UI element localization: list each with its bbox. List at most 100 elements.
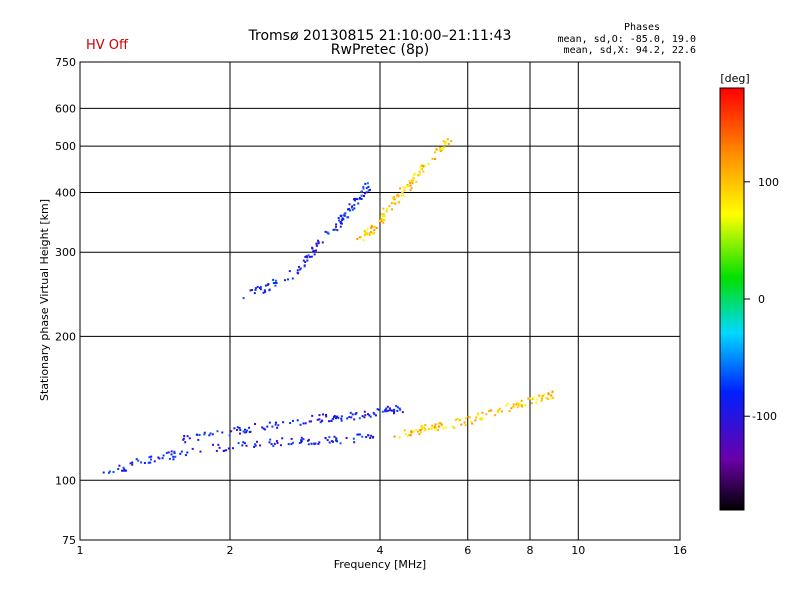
data-point xyxy=(203,431,206,434)
data-point xyxy=(450,140,453,143)
data-point xyxy=(385,210,388,213)
data-point xyxy=(254,443,257,446)
data-point xyxy=(241,444,244,447)
data-point xyxy=(412,177,415,180)
data-point xyxy=(393,408,396,411)
x-tick-label: 16 xyxy=(673,544,687,557)
data-point xyxy=(340,219,343,222)
data-point xyxy=(393,412,395,415)
data-point xyxy=(232,447,234,450)
data-point xyxy=(515,403,518,406)
data-point xyxy=(400,194,403,197)
data-point xyxy=(489,409,491,412)
x-tick-label: 1 xyxy=(77,544,84,557)
data-point xyxy=(370,227,373,230)
data-point xyxy=(118,464,121,467)
data-point xyxy=(262,427,265,430)
data-point xyxy=(361,415,364,418)
data-point xyxy=(363,416,366,419)
data-point xyxy=(481,411,484,414)
data-point xyxy=(320,419,323,422)
data-point xyxy=(370,434,373,437)
colorbar-tick-label: 100 xyxy=(758,176,779,189)
grid-lines xyxy=(80,62,680,540)
data-point xyxy=(216,430,219,433)
data-point xyxy=(353,203,356,206)
data-point xyxy=(419,429,422,432)
data-point xyxy=(373,226,376,229)
data-point xyxy=(211,433,214,436)
data-point xyxy=(474,419,477,422)
data-point xyxy=(381,410,384,413)
data-point xyxy=(420,168,423,171)
data-point xyxy=(362,186,365,188)
data-point xyxy=(446,138,449,141)
data-point xyxy=(403,189,406,192)
data-point xyxy=(354,413,357,416)
data-point xyxy=(348,203,351,206)
data-point xyxy=(439,146,442,149)
data-point xyxy=(349,209,351,212)
data-point xyxy=(496,410,499,413)
data-point xyxy=(273,442,276,445)
data-point xyxy=(447,142,450,145)
data-point xyxy=(318,418,321,421)
data-point xyxy=(236,426,239,429)
data-point xyxy=(540,399,543,402)
data-point xyxy=(372,435,375,438)
data-point xyxy=(368,414,371,417)
data-point xyxy=(520,399,523,402)
data-point xyxy=(408,179,411,182)
data-point xyxy=(434,151,436,154)
data-point xyxy=(256,285,259,288)
data-point xyxy=(420,425,423,428)
data-point xyxy=(364,232,366,235)
data-point xyxy=(380,217,383,220)
data-point xyxy=(351,208,354,211)
y-tick-labels: 75 100 200 300 400 500 600 750 xyxy=(55,56,76,547)
data-point xyxy=(378,219,381,222)
data-point xyxy=(419,165,422,168)
data-point xyxy=(362,239,365,242)
data-point xyxy=(302,422,305,425)
data-point xyxy=(335,438,338,441)
data-point xyxy=(296,269,299,272)
data-point xyxy=(254,287,257,290)
data-point xyxy=(368,232,371,235)
data-point xyxy=(433,425,436,428)
data-point xyxy=(435,148,438,151)
data-point xyxy=(361,435,364,438)
data-point xyxy=(419,431,422,434)
data-point xyxy=(412,179,415,182)
data-point xyxy=(434,158,436,160)
data-point xyxy=(407,185,410,187)
data-point xyxy=(233,427,236,430)
data-point xyxy=(123,468,126,471)
data-point xyxy=(480,416,483,419)
data-point xyxy=(299,267,302,270)
data-point xyxy=(339,214,342,217)
data-point xyxy=(149,461,152,464)
phases-o: mean, sd,O: -85.0, 19.0 xyxy=(558,34,696,45)
data-point xyxy=(131,461,134,464)
data-point xyxy=(545,397,548,400)
data-point xyxy=(385,410,388,413)
data-point xyxy=(305,255,308,258)
data-point xyxy=(319,421,322,424)
data-point xyxy=(328,436,331,439)
data-point xyxy=(335,225,337,228)
data-point xyxy=(382,207,385,210)
data-point xyxy=(268,421,271,424)
data-point xyxy=(262,291,265,294)
data-point xyxy=(335,223,338,226)
x-tick-label: 2 xyxy=(227,544,234,557)
data-point xyxy=(173,452,176,455)
data-point xyxy=(300,440,303,442)
y-tick-label: 500 xyxy=(55,140,76,153)
y-tick-label: 400 xyxy=(55,186,76,199)
data-point xyxy=(434,429,437,431)
data-point xyxy=(411,182,414,185)
data-point xyxy=(518,402,521,405)
x-tick-labels: 1 2 4 6 8 10 16 xyxy=(77,544,688,557)
data-point xyxy=(531,398,534,401)
